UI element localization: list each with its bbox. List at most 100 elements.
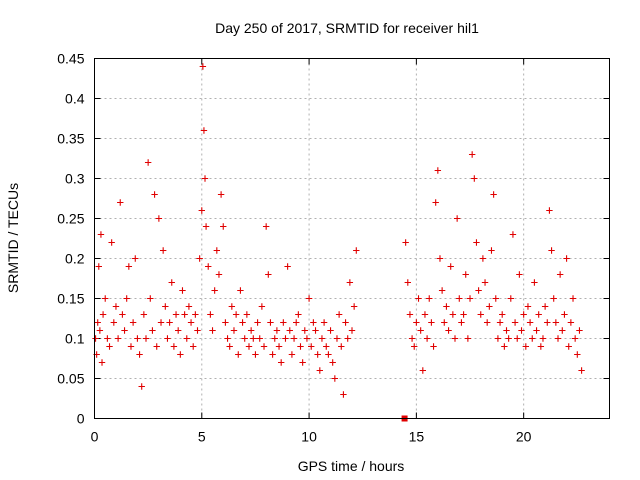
data-point [340, 391, 347, 398]
x-tick-label: 15 [409, 429, 425, 445]
x-tick-label: 20 [516, 429, 532, 445]
data-point [548, 247, 555, 254]
data-point [438, 287, 446, 294]
data-point [421, 311, 429, 318]
data-point [477, 311, 484, 318]
data-point [181, 311, 188, 318]
data-point [353, 247, 360, 254]
data-point [468, 151, 476, 158]
data-point [168, 279, 175, 286]
y-tick-label: 0.15 [57, 291, 84, 307]
data-point [295, 311, 302, 318]
data-point [567, 319, 575, 326]
data-point [518, 327, 525, 334]
data-point [471, 175, 478, 182]
data-point [348, 327, 356, 334]
data-point [97, 231, 105, 238]
data-point [406, 311, 414, 318]
grid-lines [94, 58, 610, 419]
data-point [499, 311, 506, 318]
data-point [453, 215, 461, 222]
data-point [117, 199, 124, 206]
plot-frame [94, 58, 610, 419]
data-point [194, 327, 201, 334]
data-point [546, 207, 553, 214]
data-point [413, 319, 420, 326]
data-point [230, 327, 238, 334]
data-point [290, 335, 298, 342]
data-point [430, 343, 437, 350]
data-point [237, 287, 244, 294]
data-point [140, 311, 148, 318]
data-point [207, 311, 214, 318]
data-point [443, 303, 450, 310]
data-point [245, 343, 253, 350]
data-point [179, 287, 186, 294]
data-point [177, 351, 184, 358]
data-point [578, 367, 585, 374]
data-point [254, 319, 261, 326]
data-point [196, 255, 203, 262]
data-point [247, 327, 255, 334]
data-point [239, 319, 246, 326]
data-point [215, 271, 223, 278]
data-point [136, 351, 143, 358]
data-point [529, 335, 536, 342]
data-point [228, 303, 236, 310]
data-point [280, 319, 287, 326]
data-point [262, 223, 270, 230]
data-point [153, 343, 160, 350]
data-point [537, 343, 545, 350]
data-point [423, 335, 431, 342]
data-point [569, 295, 577, 302]
data-point [533, 327, 540, 334]
data-point [305, 295, 313, 302]
y-tick-label: 0.3 [65, 171, 85, 187]
data-point [462, 271, 469, 278]
data-point [346, 279, 354, 286]
data-point [256, 335, 263, 342]
data-point [550, 295, 557, 302]
data-point [415, 295, 422, 302]
y-tick-label: 0.4 [65, 91, 85, 107]
data-point [159, 247, 167, 254]
data-point [132, 255, 139, 262]
data-point [428, 319, 435, 326]
data-point [301, 327, 308, 334]
data-point [323, 343, 330, 350]
data-point [127, 343, 135, 350]
data-point [559, 327, 566, 334]
data-point [479, 255, 487, 262]
data-point [464, 335, 472, 342]
data-point [552, 319, 560, 326]
data-point [441, 319, 448, 326]
data-point [288, 351, 296, 358]
data-point [335, 311, 343, 318]
x-axis-ticks: 0 5 10 15 20 [91, 58, 532, 445]
data-point [164, 335, 171, 342]
data-point [447, 263, 454, 270]
data-point [344, 335, 351, 342]
data-point [183, 335, 190, 342]
data-point [147, 295, 154, 302]
y-tick-label: 0.2 [65, 251, 85, 267]
data-point [260, 343, 268, 350]
data-point [561, 311, 568, 318]
data-point [277, 359, 285, 366]
data-point [434, 167, 442, 174]
data-point [556, 271, 564, 278]
data-point [209, 327, 216, 334]
data-point [138, 383, 145, 390]
data-point [535, 311, 542, 318]
data-point [121, 327, 128, 334]
data-point [488, 247, 495, 254]
data-point [402, 239, 409, 246]
data-point [232, 311, 240, 318]
data-point [235, 351, 242, 358]
data-point [284, 263, 291, 270]
y-axis-label: SRMTID / TECUs [5, 183, 21, 293]
data-point [524, 303, 532, 310]
data-point [350, 303, 358, 310]
data-point [299, 359, 306, 366]
data-point [449, 311, 457, 318]
